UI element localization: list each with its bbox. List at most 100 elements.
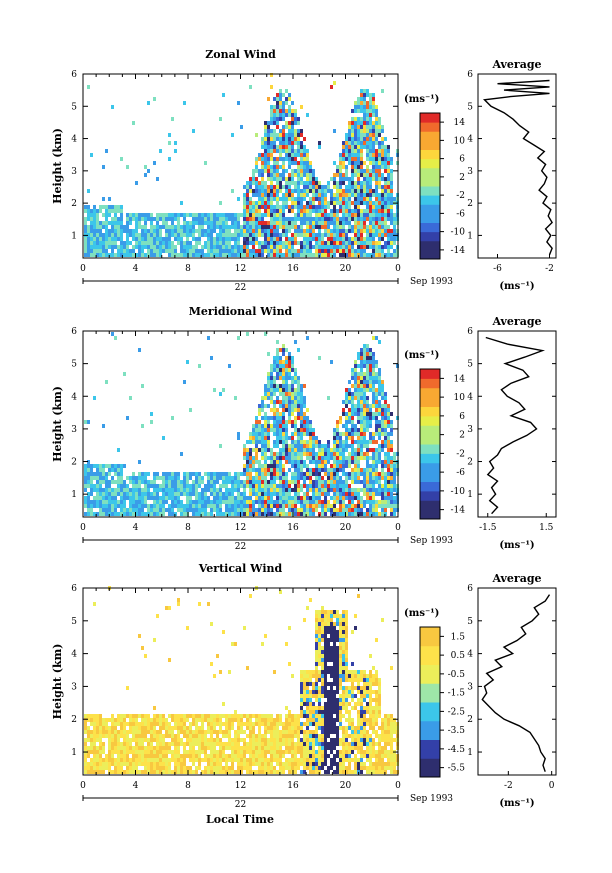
heatmap-cell bbox=[369, 205, 372, 209]
heatmap-cell bbox=[213, 217, 216, 221]
heatmap-cell bbox=[282, 412, 285, 416]
heatmap-cell bbox=[354, 408, 357, 412]
heatmap-cell bbox=[201, 492, 204, 496]
heatmap-cell bbox=[84, 476, 87, 480]
heatmap-cell bbox=[252, 181, 255, 185]
heatmap-cell bbox=[327, 452, 330, 456]
heatmap-cell bbox=[378, 253, 381, 257]
heatmap-cell bbox=[261, 472, 264, 476]
heatmap-cell bbox=[357, 249, 360, 253]
heatmap-cell bbox=[87, 754, 90, 758]
heatmap-cell bbox=[204, 161, 207, 165]
heatmap-cell bbox=[375, 396, 378, 400]
heatmap-cell bbox=[240, 249, 243, 253]
heatmap-cell bbox=[282, 436, 285, 440]
heatmap-cell bbox=[261, 456, 264, 460]
heatmap-cell bbox=[216, 714, 219, 718]
heatmap-cell bbox=[252, 177, 255, 181]
heatmap-cell bbox=[282, 229, 285, 233]
heatmap-cell bbox=[192, 221, 195, 225]
heatmap-cell bbox=[288, 181, 291, 185]
heatmap-cell bbox=[144, 734, 147, 738]
heatmap-cell bbox=[327, 189, 330, 193]
heatmap-cell bbox=[387, 452, 390, 456]
heatmap-cell bbox=[120, 464, 123, 468]
heatmap-cell bbox=[315, 444, 318, 448]
heatmap-cell bbox=[372, 468, 375, 472]
heatmap-cell bbox=[297, 217, 300, 221]
heatmap-cell bbox=[345, 420, 348, 424]
heatmap-cell bbox=[126, 512, 129, 516]
heatmap-cell bbox=[114, 500, 117, 504]
heatmap-cell bbox=[294, 444, 297, 448]
heatmap-cell bbox=[225, 734, 228, 738]
heatmap-cell bbox=[381, 125, 384, 129]
heatmap-cell bbox=[162, 496, 165, 500]
heatmap-cell bbox=[120, 734, 123, 738]
heatmap-cell bbox=[360, 348, 363, 352]
heatmap-cell bbox=[153, 766, 156, 770]
heatmap-cell bbox=[180, 762, 183, 766]
heatmap-cell bbox=[384, 233, 387, 237]
heatmap-cell bbox=[291, 448, 294, 452]
heatmap-cell bbox=[381, 512, 384, 516]
heatmap-cell bbox=[264, 229, 267, 233]
heatmap-cell bbox=[291, 197, 294, 201]
heatmap-cell bbox=[387, 173, 390, 177]
heatmap-cell bbox=[153, 754, 156, 758]
heatmap-cell bbox=[102, 500, 105, 504]
heatmap-cell bbox=[378, 133, 381, 137]
heatmap-cell bbox=[150, 504, 153, 508]
heatmap-cell bbox=[246, 221, 249, 225]
heatmap-cell bbox=[213, 225, 216, 229]
heatmap-cell bbox=[126, 476, 129, 480]
heatmap-cell bbox=[378, 149, 381, 153]
heatmap-cell bbox=[372, 229, 375, 233]
heatmap-cell bbox=[171, 730, 174, 734]
heatmap-cell bbox=[372, 105, 375, 109]
heatmap-cell bbox=[135, 754, 138, 758]
heatmap-cell bbox=[213, 766, 216, 770]
heatmap-cell bbox=[237, 476, 240, 480]
heatmap-cell bbox=[369, 113, 372, 117]
heatmap-cell bbox=[360, 352, 363, 356]
heatmap-cell bbox=[300, 169, 303, 173]
heatmap-cell bbox=[255, 508, 258, 512]
heatmap-cell bbox=[357, 129, 360, 133]
heatmap-cell bbox=[333, 221, 336, 225]
heatmap-cell bbox=[270, 177, 273, 181]
heatmap-cell bbox=[285, 113, 288, 117]
heatmap-cell bbox=[153, 734, 156, 738]
heatmap-cell bbox=[294, 113, 297, 117]
heatmap-cell bbox=[147, 480, 150, 484]
heatmap-cell bbox=[249, 249, 252, 253]
heatmap-cell bbox=[84, 504, 87, 508]
heatmap-cell bbox=[351, 432, 354, 436]
heatmap-cell bbox=[360, 249, 363, 253]
heatmap-cell bbox=[174, 253, 177, 257]
heatmap-cell bbox=[279, 205, 282, 209]
heatmap-cell bbox=[132, 722, 135, 726]
heatmap-cell bbox=[393, 488, 396, 492]
heatmap-cell bbox=[291, 141, 294, 145]
heatmap-cell bbox=[378, 213, 381, 217]
heatmap-cell bbox=[183, 213, 186, 217]
heatmap-cell bbox=[246, 205, 249, 209]
heatmap-cell bbox=[171, 488, 174, 492]
heatmap-cell bbox=[357, 185, 360, 189]
heatmap-cell bbox=[99, 496, 102, 500]
heatmap-cell bbox=[393, 496, 396, 500]
heatmap-cell bbox=[144, 233, 147, 237]
heatmap-cell bbox=[372, 237, 375, 241]
heatmap-cell bbox=[276, 388, 279, 392]
heatmap-cell bbox=[342, 229, 345, 233]
heatmap-cell bbox=[372, 472, 375, 476]
colorbar-segment bbox=[420, 500, 440, 511]
heatmap-cell bbox=[387, 444, 390, 448]
heatmap-cell bbox=[369, 153, 372, 157]
heatmap-cell bbox=[99, 738, 102, 742]
heatmap-cell bbox=[366, 492, 369, 496]
heatmap-cell bbox=[327, 221, 330, 225]
heatmap-cell bbox=[231, 480, 234, 484]
heatmap-cell bbox=[375, 512, 378, 516]
